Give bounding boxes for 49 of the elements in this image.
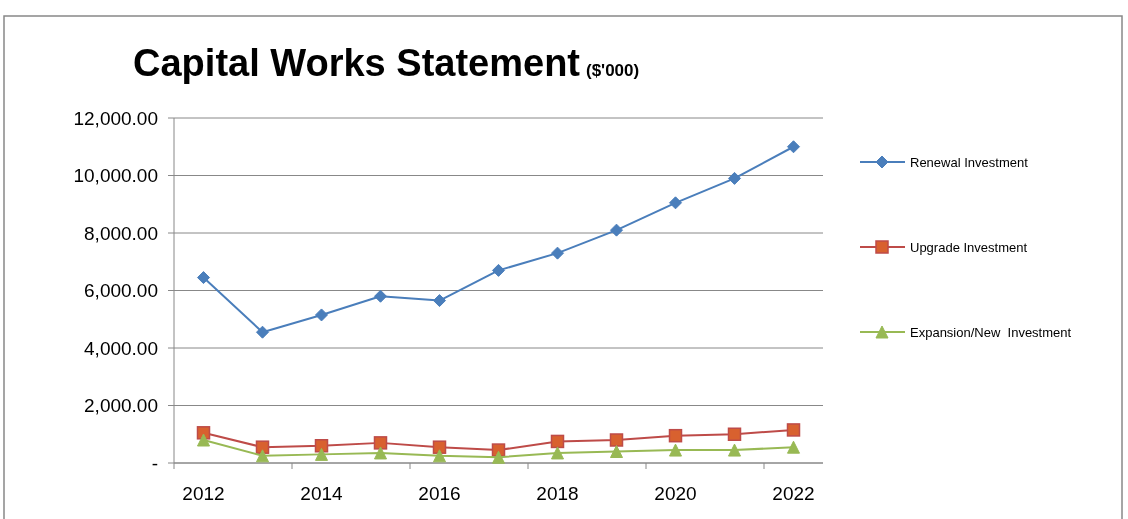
point [668,428,683,443]
x-tick-label: 2022 [772,483,815,504]
x-tick-label: 2014 [300,483,344,504]
point [492,450,505,464]
y-tick-label: - [151,452,158,474]
y-tick-label: 6,000.00 [84,280,158,302]
point [315,447,328,461]
point [255,440,270,454]
point [374,289,387,303]
point [432,440,447,454]
point [256,325,269,339]
point [669,443,682,457]
legend-label: Expansion/New Investment [910,324,1072,340]
point [433,449,446,463]
point [610,445,623,458]
point [787,440,800,454]
chart-subtitle: ($'000) [586,61,640,80]
legend-label: Renewal Investment [910,154,1029,170]
chart-title: Capital Works Statement [133,42,581,84]
y-tick-label: 12,000.00 [73,107,158,129]
point [492,263,505,277]
point [610,223,623,237]
point [669,196,682,210]
point [787,140,800,154]
point [728,443,741,457]
point [256,449,269,463]
x-tick-label: 2018 [536,483,579,504]
y-tick-label: 4,000.00 [84,337,158,359]
x-tick-label: 2016 [418,483,461,504]
point [551,446,564,460]
y-tick-label: 2,000.00 [84,395,158,417]
y-tick-label: 8,000.00 [84,222,158,244]
point [786,423,801,437]
legend-label: Upgrade Investment [910,239,1028,255]
x-tick-label: 2020 [654,483,697,504]
point [197,271,210,285]
point [728,171,741,185]
point [551,246,564,260]
point [315,308,328,322]
point [373,436,388,450]
x-tick-label: 2012 [182,483,225,504]
point [609,433,624,447]
point [197,433,210,447]
point [727,427,742,441]
y-tick-label: 10,000.00 [73,165,158,187]
point [433,294,446,308]
point [550,434,565,449]
point [374,446,387,460]
point [314,439,329,453]
